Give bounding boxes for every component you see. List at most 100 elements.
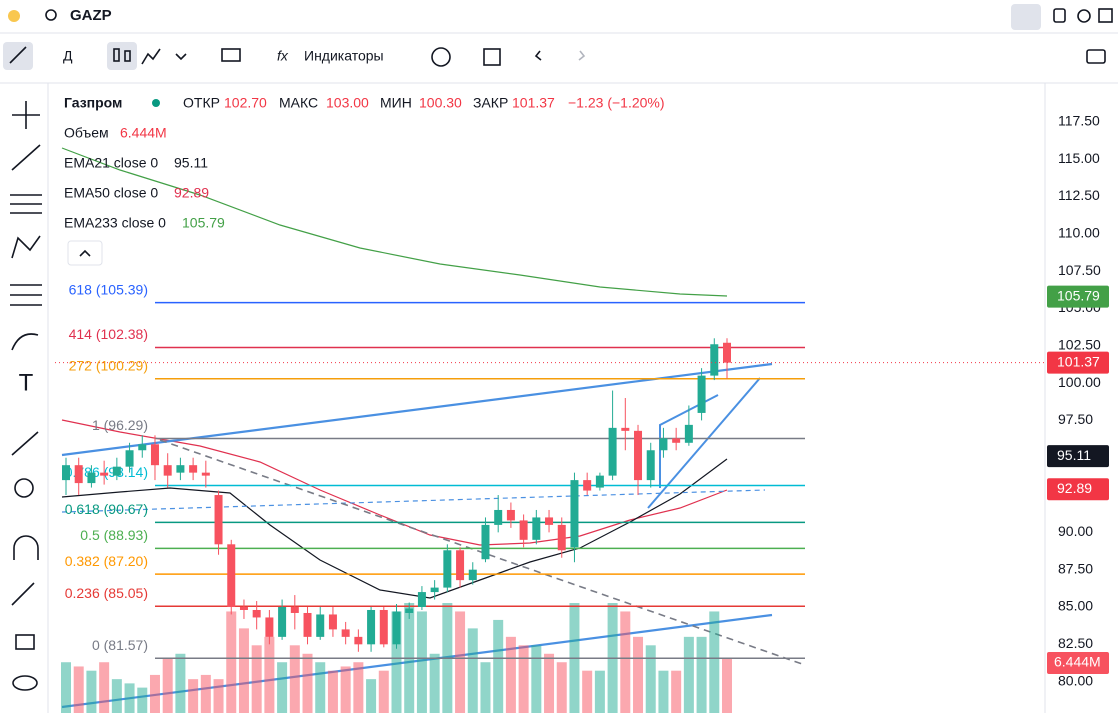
volume-bar <box>327 670 338 713</box>
interval-btn[interactable]: Д <box>63 48 73 64</box>
candle-body <box>634 430 643 481</box>
candle-body <box>112 466 121 476</box>
ema-value: 92.89 <box>174 185 209 201</box>
candle-body <box>672 438 681 443</box>
volume-badge-label: 6.444M <box>1054 654 1101 670</box>
compare-btn[interactable] <box>221 48 241 62</box>
volume-bar <box>416 611 427 713</box>
volume-bar <box>251 645 262 713</box>
candle-body <box>468 569 477 581</box>
volume-bar <box>289 645 300 713</box>
volume-bar <box>213 679 224 713</box>
symbol[interactable]: GAZP <box>70 7 112 24</box>
volume-bar <box>696 636 707 713</box>
volume-label: Объем <box>64 125 109 141</box>
plot: 618 (105.39) 414 (102.38) 272 (100.29) 1 (9… <box>55 147 1045 713</box>
trend-tool[interactable] <box>11 144 41 171</box>
redo-btn[interactable] <box>578 50 586 61</box>
text-tool[interactable]: T <box>19 369 34 396</box>
fullscreen-btn[interactable] <box>1098 8 1113 23</box>
candle-body <box>570 480 579 548</box>
snapshot-btn[interactable] <box>1086 49 1106 64</box>
dropdown[interactable] <box>175 53 187 61</box>
pattern-tool[interactable] <box>11 235 41 259</box>
ruler-tool[interactable] <box>11 431 39 456</box>
volume-bar <box>162 658 173 713</box>
volume-bar <box>658 670 669 713</box>
candle-body <box>583 480 592 491</box>
lock-tool[interactable] <box>15 634 35 650</box>
ema21-line <box>61 458 728 599</box>
y-tick-label: 115.00 <box>1058 150 1100 166</box>
lock-draw-tool[interactable] <box>11 582 35 606</box>
templates-btn[interactable] <box>483 48 501 66</box>
candle-body <box>189 465 198 473</box>
volume-bar <box>73 666 84 713</box>
candle-body <box>354 636 363 645</box>
volume-bar <box>111 679 122 713</box>
volume-bar <box>683 636 694 713</box>
y-tick-label: 82.50 <box>1058 635 1093 651</box>
candle-body <box>545 517 554 525</box>
volume-bar <box>99 662 110 713</box>
volume-bar <box>429 653 440 713</box>
layout-btn[interactable] <box>1053 8 1066 23</box>
trendline <box>61 489 766 513</box>
volume-bar <box>137 687 148 713</box>
search-icon[interactable] <box>45 9 57 21</box>
candle-body <box>367 609 376 645</box>
ohlc-label: ОТКР <box>183 95 220 111</box>
volume-bar <box>594 670 605 713</box>
volume-bar <box>124 683 135 713</box>
volume-bar <box>378 670 389 713</box>
collapse-legend[interactable] <box>67 240 103 266</box>
candles-btn[interactable] <box>107 42 137 70</box>
volume-bar <box>671 670 682 713</box>
volume-bar <box>582 670 593 713</box>
volume-bar <box>518 645 529 713</box>
candle-body <box>214 495 223 545</box>
y-tick-label: 117.50 <box>1058 113 1100 129</box>
candle-body <box>303 612 312 637</box>
candle-body <box>328 614 337 630</box>
price-badge <box>1047 478 1109 501</box>
price-badge <box>1047 351 1109 374</box>
y-tick-label: 90.00 <box>1058 523 1093 539</box>
magnet-tool[interactable] <box>13 535 39 560</box>
fib-label: 0.618 (90.67) <box>65 501 148 517</box>
price-badge-label: 105.79 <box>1057 287 1100 303</box>
change: −1.23 (−1.20%) <box>568 95 665 111</box>
candle-body <box>684 424 693 443</box>
volume-value: 6.444M <box>120 125 167 141</box>
ema-label: EMA50 close 0 <box>64 185 158 201</box>
collapse-btn[interactable] <box>1011 4 1041 30</box>
undo-btn[interactable] <box>534 50 542 61</box>
fib-label: 0.5 (88.93) <box>80 527 148 543</box>
add-btn[interactable] <box>431 47 451 67</box>
candle-body <box>87 472 96 484</box>
volume-bar <box>149 674 160 713</box>
candle-body <box>125 450 134 467</box>
y-tick-label: 85.00 <box>1058 598 1093 614</box>
ohlc-label: МИН <box>380 95 412 111</box>
fib-label: 618 (105.39) <box>69 281 148 297</box>
price-badge-label: 101.37 <box>1057 353 1100 369</box>
settings-btn[interactable] <box>1077 9 1091 23</box>
volume-bar <box>633 636 644 713</box>
y-tick-label: 112.50 <box>1058 187 1100 203</box>
volume-bar <box>277 662 288 713</box>
line-btn[interactable] <box>141 48 161 65</box>
ohlc-value: 102.70 <box>224 95 267 111</box>
volume-bar <box>226 611 237 713</box>
indicators-btn[interactable]: Индикаторы <box>304 48 384 64</box>
eye-tool[interactable] <box>12 675 38 691</box>
ema50-line <box>61 419 728 546</box>
y-tick-label: 110.00 <box>1058 224 1100 240</box>
fib-label: 414 (102.38) <box>69 326 148 342</box>
volume-bar <box>302 653 313 713</box>
ohlc-label: ЗАКР <box>473 95 508 111</box>
trendline <box>647 377 761 509</box>
zoom-tool[interactable] <box>14 478 34 498</box>
status-dot <box>8 10 20 22</box>
brush-tool[interactable] <box>11 333 39 351</box>
